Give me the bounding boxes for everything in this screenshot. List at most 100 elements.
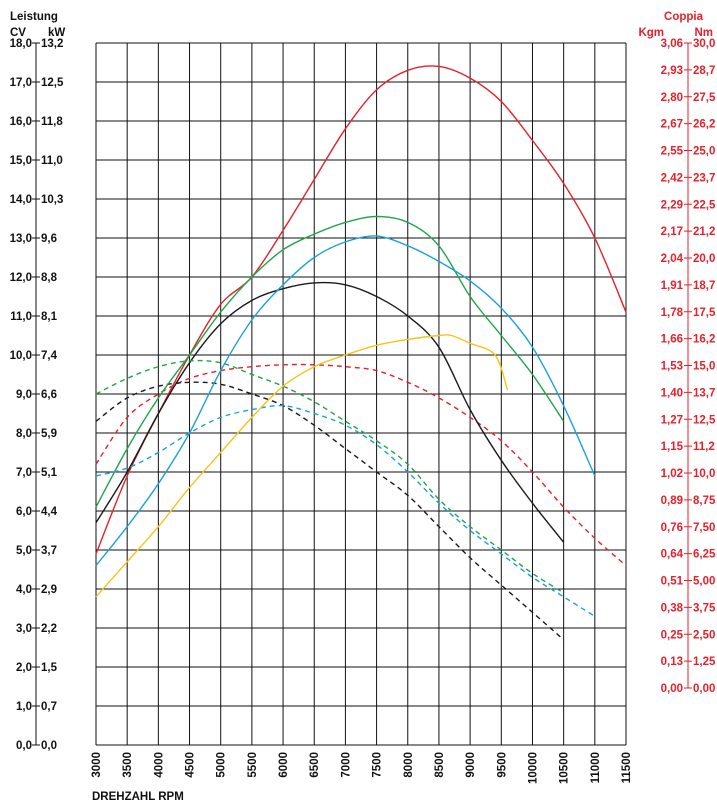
series-line-2-dashed	[95, 363, 627, 567]
right-axis-tick-label-nm: 30,0	[693, 38, 715, 50]
x-axis-tick-label: 10000	[527, 752, 539, 784]
x-axis-tick-label: 5500	[247, 752, 259, 778]
right-axis-tick-label-kgm: 0,13	[661, 656, 683, 668]
right-axis-unit-nm: Nm	[694, 27, 713, 39]
left-axis-tick-label-cv: 15,0	[10, 155, 32, 167]
x-axis-tick-label: 4000	[153, 752, 165, 778]
right-axis-tick-label-kgm: 1,27	[661, 414, 683, 426]
left-axis-tick-label-cv: 12,0	[10, 272, 32, 284]
right-axis-tick-label-nm: 18,7	[693, 280, 715, 292]
right-axis-tick-label-kgm: 0,38	[661, 602, 684, 614]
right-axis-tick-label-kgm: 0,64	[661, 549, 684, 561]
series-line-6-dashed	[95, 359, 564, 594]
series-line-5	[95, 215, 565, 508]
left-axis-tick-label-cv: 7,0	[16, 467, 32, 479]
right-axis-tick-label-kgm: 2,29	[661, 199, 683, 211]
right-axis-tick-label-kgm: 0,76	[661, 522, 683, 534]
left-axis-tick-label-kw: 4,4	[41, 506, 58, 518]
right-axis-tick-label-nm: 25,0	[693, 146, 715, 158]
right-axis-tick-label-nm: 15,0	[693, 361, 715, 373]
right-axis-title: Coppia	[664, 11, 704, 23]
right-axis-tick-label-nm: 21,2	[693, 226, 715, 238]
right-axis-tick-label-nm: 6,25	[693, 549, 716, 561]
right-axis-tick-label-kgm: 2,80	[661, 92, 683, 104]
right-axis-unit-kgm: Kgm	[638, 27, 664, 39]
right-axis-tick-label-nm: 0,00	[693, 683, 715, 695]
right-axis-tick-label-kgm: 0,89	[661, 495, 683, 507]
right-axis-tick-label-nm: 7,50	[693, 522, 715, 534]
series-line-7	[95, 235, 596, 567]
left-axis-tick-label-kw: 1,5	[41, 662, 58, 674]
left-axis-unit-kw: kW	[48, 27, 65, 39]
left-axis-unit-cv: CV	[10, 27, 26, 39]
left-axis-tick-label-kw: 10,3	[41, 194, 63, 206]
right-axis-tick-label-nm: 3,75	[693, 602, 716, 614]
left-axis-tick-label-cv: 9,0	[16, 389, 32, 401]
left-axis-tick-label-kw: 3,7	[41, 545, 57, 557]
right-axis-tick-label-nm: 13,7	[693, 387, 715, 399]
right-axis-tick-label-kgm: 3,06	[661, 38, 683, 50]
right-axis-tick-label-nm: 8,75	[693, 495, 716, 507]
right-axis-tick-label-nm: 26,2	[693, 119, 715, 131]
left-axis-tick-label-kw: 9,6	[41, 233, 57, 245]
left-axis-tick-label-kw: 13,2	[41, 38, 63, 50]
left-axis-tick-label-kw: 8,8	[41, 272, 58, 284]
series-line-3	[95, 281, 565, 543]
left-axis-tick-label-cv: 8,0	[16, 428, 32, 440]
left-axis-tick-label-cv: 2,0	[16, 662, 32, 674]
right-axis-tick-label-nm: 23,7	[693, 172, 715, 184]
right-axis-tick-label-nm: 17,5	[693, 307, 716, 319]
chart-grid	[95, 42, 627, 746]
right-axis-tick-label-kgm: 1,91	[661, 280, 684, 292]
left-axis-tick-label-cv: 3,0	[16, 623, 32, 635]
left-axis-tick-label-cv: 18,0	[10, 38, 32, 50]
x-axis-tick-label: 11000	[590, 752, 602, 783]
right-axis-tick-label-kgm: 1,78	[661, 307, 684, 319]
left-axis-tick-label-kw: 2,9	[41, 584, 57, 596]
left-axis-tick-label-kw: 0,7	[41, 701, 57, 713]
left-axis: Leistung CV kW 0,0 0,0 1,0 0,7 2,0 1,5 3,0 2,2 4…	[10, 11, 66, 752]
right-axis-tick-label-nm: 22,5	[693, 199, 716, 211]
chart-series	[95, 65, 627, 641]
left-axis-tick-label-kw: 12,5	[41, 77, 64, 89]
left-axis-tick-label-cv: 5,0	[16, 545, 32, 557]
x-axis-tick-label: 11500	[621, 752, 633, 783]
x-axis-tick-label: 7500	[372, 752, 384, 778]
right-axis-tick-label-kgm: 1,02	[661, 468, 683, 480]
left-axis-tick-label-kw: 7,4	[41, 350, 58, 362]
left-axis-tick-label-cv: 1,0	[16, 701, 32, 713]
left-axis-tick-label-kw: 6,6	[41, 389, 57, 401]
x-axis-label: DREHZAHL RPM	[92, 791, 184, 803]
left-axis-tick-label-cv: 14,0	[10, 194, 32, 206]
right-axis-tick-label-kgm: 1,40	[661, 387, 683, 399]
x-axis-tick-label: 6000	[278, 752, 290, 778]
left-axis-tick-label-kw: 8,1	[41, 311, 58, 323]
x-axis-tick-label: 8500	[434, 752, 446, 778]
right-axis-tick-label-kgm: 2,93	[661, 65, 683, 77]
right-axis-tick-label-kgm: 0,51	[661, 576, 684, 588]
x-axis-tick-label: 3000	[91, 752, 103, 778]
right-axis-tick-label-nm: 12,5	[693, 414, 716, 426]
left-axis-tick-label-cv: 16,0	[10, 116, 32, 128]
series-line-9	[95, 334, 509, 598]
right-axis-tick-label-nm: 10,0	[693, 468, 715, 480]
left-axis-tick-label-cv: 6,0	[16, 506, 32, 518]
right-axis-tick-label-nm: 28,7	[693, 65, 715, 77]
right-axis-tick-label-kgm: 2,55	[661, 146, 684, 158]
x-axis-tick-label: 5000	[216, 752, 228, 778]
x-axis-tick-label: 7000	[340, 752, 352, 778]
x-axis-tick-label: 9000	[465, 752, 477, 778]
right-axis-tick-label-kgm: 1,53	[661, 361, 683, 373]
left-axis-tick-label-kw: 0,0	[41, 740, 57, 752]
x-axis-tick-label: 10500	[559, 752, 571, 784]
left-axis-tick-label-kw: 2,2	[41, 623, 57, 635]
right-axis-tick-label-kgm: 2,04	[661, 253, 684, 265]
right-axis-tick-label-nm: 2,50	[693, 629, 715, 641]
right-axis-tick-label-kgm: 0,25	[661, 629, 684, 641]
right-axis-tick-label-kgm: 1,66	[661, 334, 683, 346]
left-axis-tick-label-cv: 0,0	[16, 740, 32, 752]
x-axis-tick-label: 9500	[496, 752, 508, 778]
left-axis-tick-label-kw: 11,0	[41, 155, 63, 167]
right-axis-tick-label-kgm: 2,17	[661, 226, 683, 238]
